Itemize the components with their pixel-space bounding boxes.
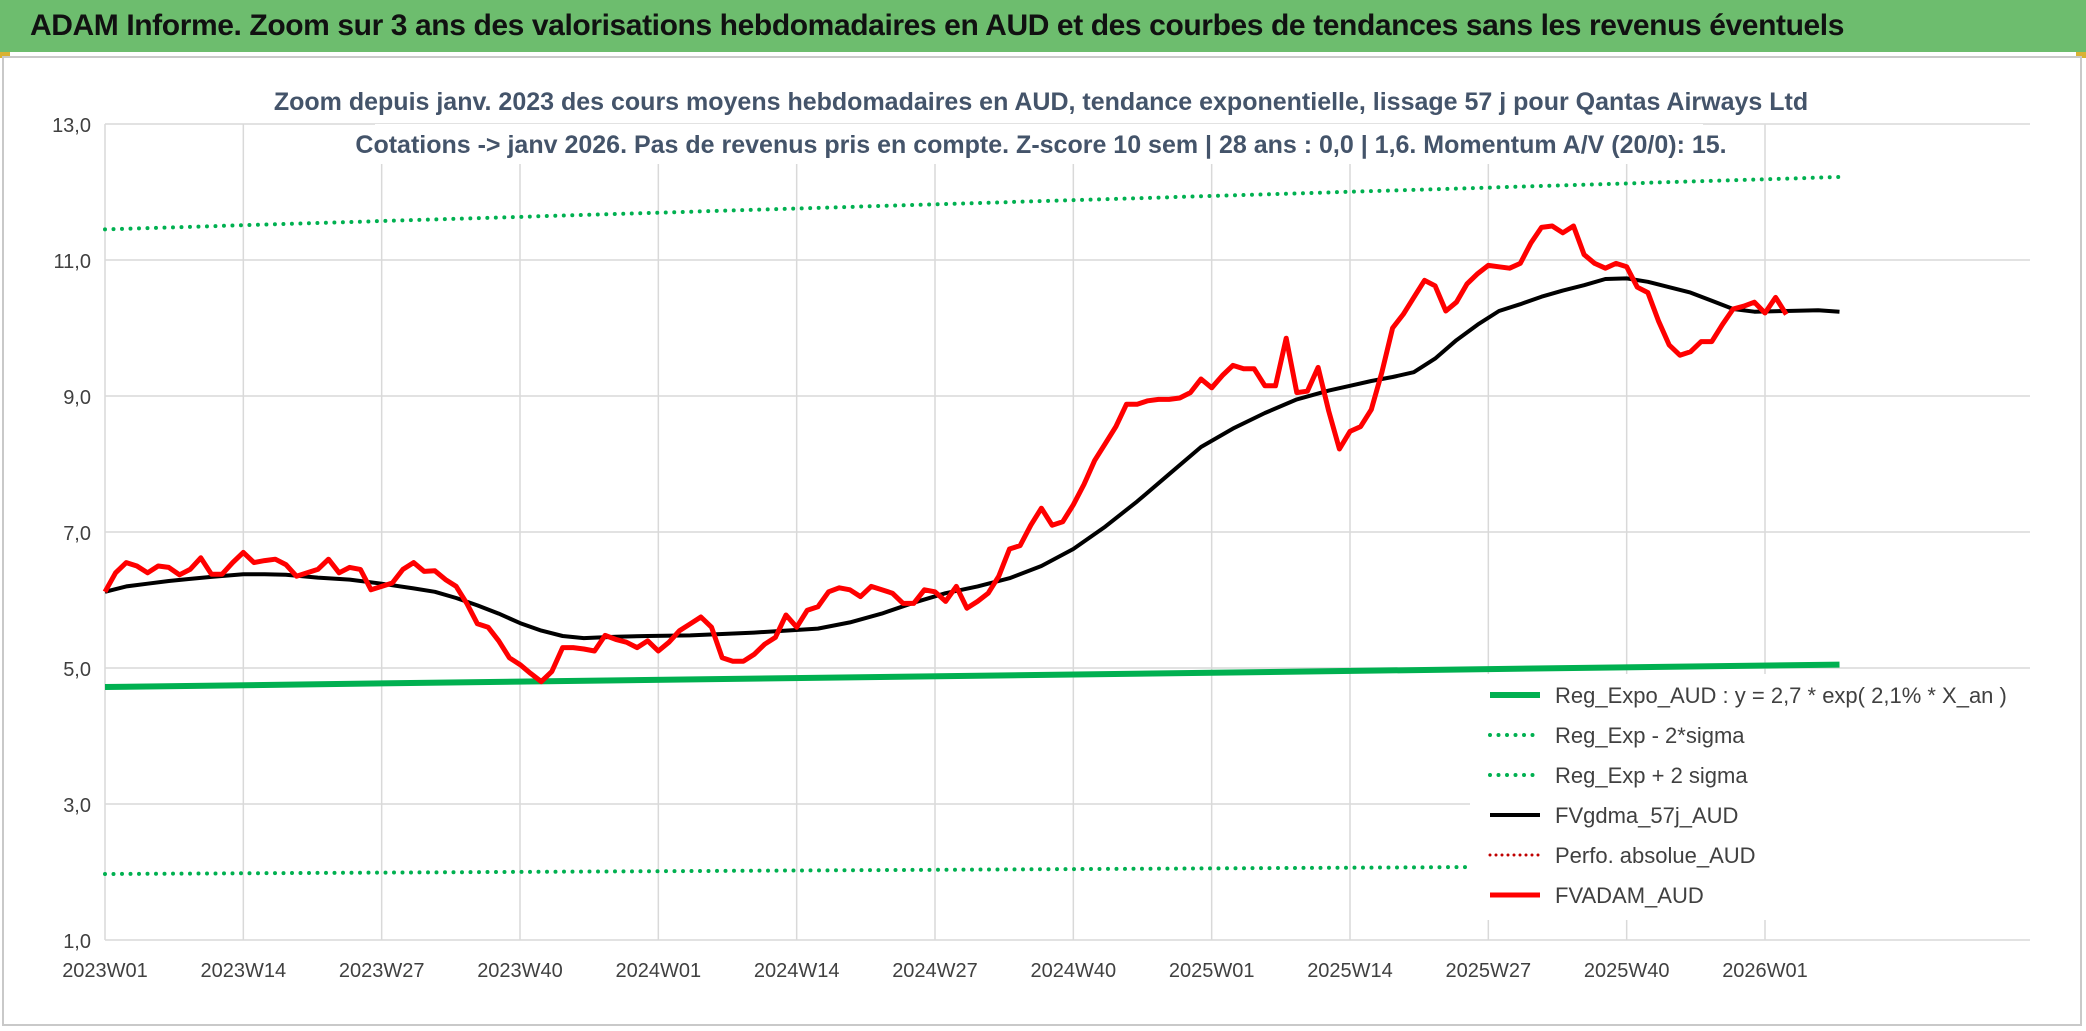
x-tick-label: 2023W40 xyxy=(477,960,563,982)
legend-backdrop xyxy=(1470,674,2040,920)
x-tick-label: 2023W01 xyxy=(62,960,148,982)
legend-label: Reg_Exp - 2*sigma xyxy=(1555,723,1745,748)
banner-accent-right xyxy=(2076,52,2086,58)
x-tick-label: 2023W14 xyxy=(201,960,287,982)
legend-label: FVADAM_AUD xyxy=(1555,883,1704,908)
legend-label: Reg_Exp + 2 sigma xyxy=(1555,763,1748,788)
x-tick-label: 2024W01 xyxy=(616,960,702,982)
y-tick-label: 3,0 xyxy=(63,795,91,817)
x-tick-label: 2023W27 xyxy=(339,960,425,982)
x-tick-label: 2024W40 xyxy=(1031,960,1117,982)
y-tick-label: 9,0 xyxy=(63,387,91,409)
x-tick-label: 2025W27 xyxy=(1446,960,1532,982)
series-fvgdma-57j xyxy=(104,276,1840,641)
report-title: ADAM Informe. Zoom sur 3 ans des valoris… xyxy=(30,9,1845,42)
y-tick-label: 5,0 xyxy=(63,659,91,681)
x-tick-label: 2024W27 xyxy=(892,960,978,982)
y-axis-tick-labels: 1,0 3,0 5,0 7,0 9,0 11,0 13,0 xyxy=(52,115,91,953)
x-axis-tick-labels: 2023W01 2023W14 2023W27 2023W40 2024W01 2024W… xyxy=(62,960,1808,982)
y-tick-label: 11,0 xyxy=(54,251,91,273)
legend-label: Reg_Expo_AUD : y = 2,7 * exp( 2,1% * X_a… xyxy=(1555,683,2007,708)
x-tick-label: 2025W01 xyxy=(1169,960,1255,982)
x-tick-label: 2025W40 xyxy=(1584,960,1670,982)
report-banner: ADAM Informe. Zoom sur 3 ans des valoris… xyxy=(0,0,2086,52)
series-reg-exp-plus-2sigma xyxy=(103,175,1842,232)
x-tick-label: 2025W14 xyxy=(1307,960,1393,982)
chart-subtitle: Cotations -> janv 2026. Pas de revenus p… xyxy=(355,131,1726,159)
x-tick-label: 2026W01 xyxy=(1722,960,1808,982)
chart-title: Zoom depuis janv. 2023 des cours moyens … xyxy=(274,88,1808,116)
series-fvadam xyxy=(102,223,1789,685)
y-tick-label: 13,0 xyxy=(52,115,91,137)
series-reg-expo xyxy=(104,661,1840,690)
title-backdrop-1 xyxy=(316,82,1768,122)
legend: Reg_Expo_AUD : y = 2,7 * exp( 2,1% * X_a… xyxy=(1488,683,2007,908)
legend-label: FVgdma_57j_AUD xyxy=(1555,803,1738,828)
y-tick-label: 1,0 xyxy=(63,931,91,953)
x-tick-label: 2024W14 xyxy=(754,960,840,982)
banner-accent-left xyxy=(0,52,10,58)
title-backdrop-2 xyxy=(375,124,1703,164)
legend-label: Perfo. absolue_AUD xyxy=(1555,843,1756,868)
y-tick-label: 7,0 xyxy=(63,523,91,545)
